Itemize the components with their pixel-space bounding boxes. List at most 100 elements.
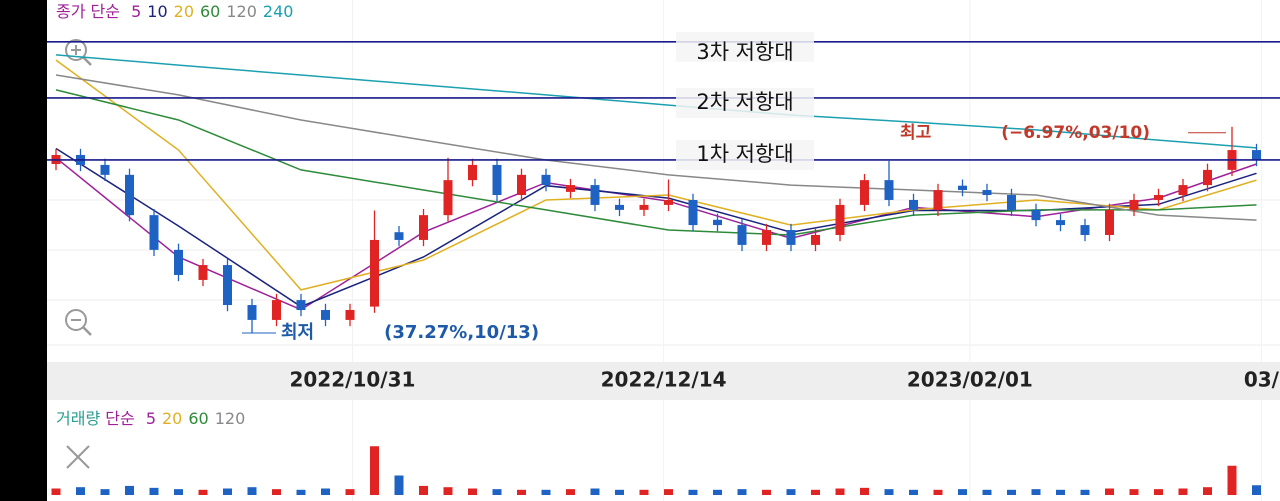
candle-body: [247, 305, 257, 320]
volume-bar: [811, 489, 820, 495]
volume-bar: [835, 488, 845, 495]
candle-body: [296, 300, 306, 311]
candle-body: [762, 230, 771, 245]
resistance-label: 1차 저항대: [696, 142, 793, 166]
candle-body: [492, 164, 502, 195]
legend-entry: 5: [131, 2, 141, 21]
min-annotation: 최저 (37.27%,10/13): [281, 322, 539, 343]
close-button[interactable]: [66, 445, 90, 469]
max-text: (−6.97%,03/10): [1001, 123, 1150, 143]
legend-entry: 5: [146, 409, 156, 428]
candle-body: [982, 190, 992, 195]
candle-body: [321, 310, 330, 320]
candle-body: [811, 234, 820, 245]
volume-bar: [958, 489, 967, 495]
candle-body: [419, 215, 428, 240]
candle-body: [590, 185, 600, 205]
volume-bar: [468, 488, 477, 495]
moving-average: [55, 54, 1257, 149]
candle-body: [125, 174, 134, 216]
volume-bar: [125, 485, 134, 495]
volume-bar: [1007, 489, 1016, 495]
legend-entry: 60: [188, 409, 208, 428]
zoom-out[interactable]: [65, 309, 92, 336]
min-prefix: 최저: [281, 322, 314, 343]
volume-bar: [1178, 488, 1188, 495]
candle-body: [615, 204, 624, 210]
candle-body: [737, 225, 747, 245]
candle-body: [272, 300, 281, 320]
volume-bar: [370, 446, 379, 495]
volume-bar: [590, 488, 600, 495]
x-tick-label: 03/: [1244, 368, 1280, 392]
candle-body: [1178, 185, 1188, 195]
candle-body: [394, 232, 404, 240]
legend-entry: 20: [162, 409, 182, 428]
candle-body: [933, 190, 943, 210]
volume-bar: [419, 485, 428, 495]
legend-label: 종가: [56, 2, 86, 21]
volume-bar: [1203, 487, 1212, 495]
volume-bar: [149, 487, 159, 495]
x-tick-label: 2022/12/14: [601, 368, 727, 392]
resistance-label-bg: [676, 139, 814, 170]
candle-body: [198, 265, 208, 280]
candle-body: [1252, 150, 1261, 160]
candle-body: [370, 239, 379, 307]
legend-kind: 단순: [91, 2, 120, 21]
candle-body: [664, 199, 673, 205]
legend-label: 거래량: [56, 409, 100, 428]
legend-entry: 20: [174, 2, 194, 21]
volume-bar: [321, 488, 330, 495]
volume-bar: [688, 489, 698, 495]
price-legend: 종가 단순 5 10 20 60 120 240: [56, 2, 293, 21]
candle-body: [688, 199, 698, 226]
volume-bar: [884, 489, 894, 495]
volume-bar: [933, 489, 943, 495]
min-text: (37.27%,10/13): [384, 322, 539, 343]
zoom-in[interactable]: [65, 39, 92, 66]
resistance-label-bg: [676, 87, 814, 118]
legend-entry: 240: [263, 2, 294, 21]
date-band: [47, 362, 1280, 400]
moving-average: [55, 74, 1257, 221]
candle-body: [345, 310, 355, 320]
candle-body: [443, 180, 453, 216]
candle-body: [1056, 220, 1065, 226]
candle-body: [566, 185, 575, 192]
candle-body: [541, 174, 551, 186]
candle-body: [174, 249, 183, 275]
candle-body: [149, 215, 159, 250]
volume-bar: [1080, 489, 1090, 495]
resistance-label: 2차 저항대: [696, 90, 793, 114]
candle-body: [1007, 195, 1016, 210]
candle-body: [100, 164, 110, 175]
legend-entry: 60: [200, 2, 220, 21]
volume-bar: [786, 489, 796, 495]
candle-body: [958, 185, 967, 191]
resistance-label-bg: [676, 31, 814, 62]
volume-bar: [51, 488, 61, 495]
volume-bar: [909, 489, 918, 495]
volume-bar: [664, 489, 673, 495]
moving-average: [55, 59, 1257, 291]
candle-body: [468, 164, 477, 181]
x-tick-label: 2022/10/31: [289, 368, 415, 392]
moving-average: [55, 89, 1257, 236]
left-edge: [0, 0, 47, 501]
candle-body: [713, 219, 722, 226]
volume-bar: [541, 489, 551, 495]
moving-average: [55, 157, 1257, 311]
volume-bar: [639, 489, 649, 495]
candle-body: [786, 230, 796, 245]
x-tick-label: 2023/02/01: [907, 368, 1033, 392]
volume-bar: [198, 489, 208, 495]
volume-bar: [860, 487, 869, 495]
volume-bar: [615, 489, 624, 495]
legend-entry: 120: [226, 2, 257, 21]
candle-body: [1129, 199, 1139, 210]
volume-bar: [247, 487, 257, 495]
volume-bar: [982, 489, 992, 495]
volume-bar: [1252, 485, 1261, 495]
